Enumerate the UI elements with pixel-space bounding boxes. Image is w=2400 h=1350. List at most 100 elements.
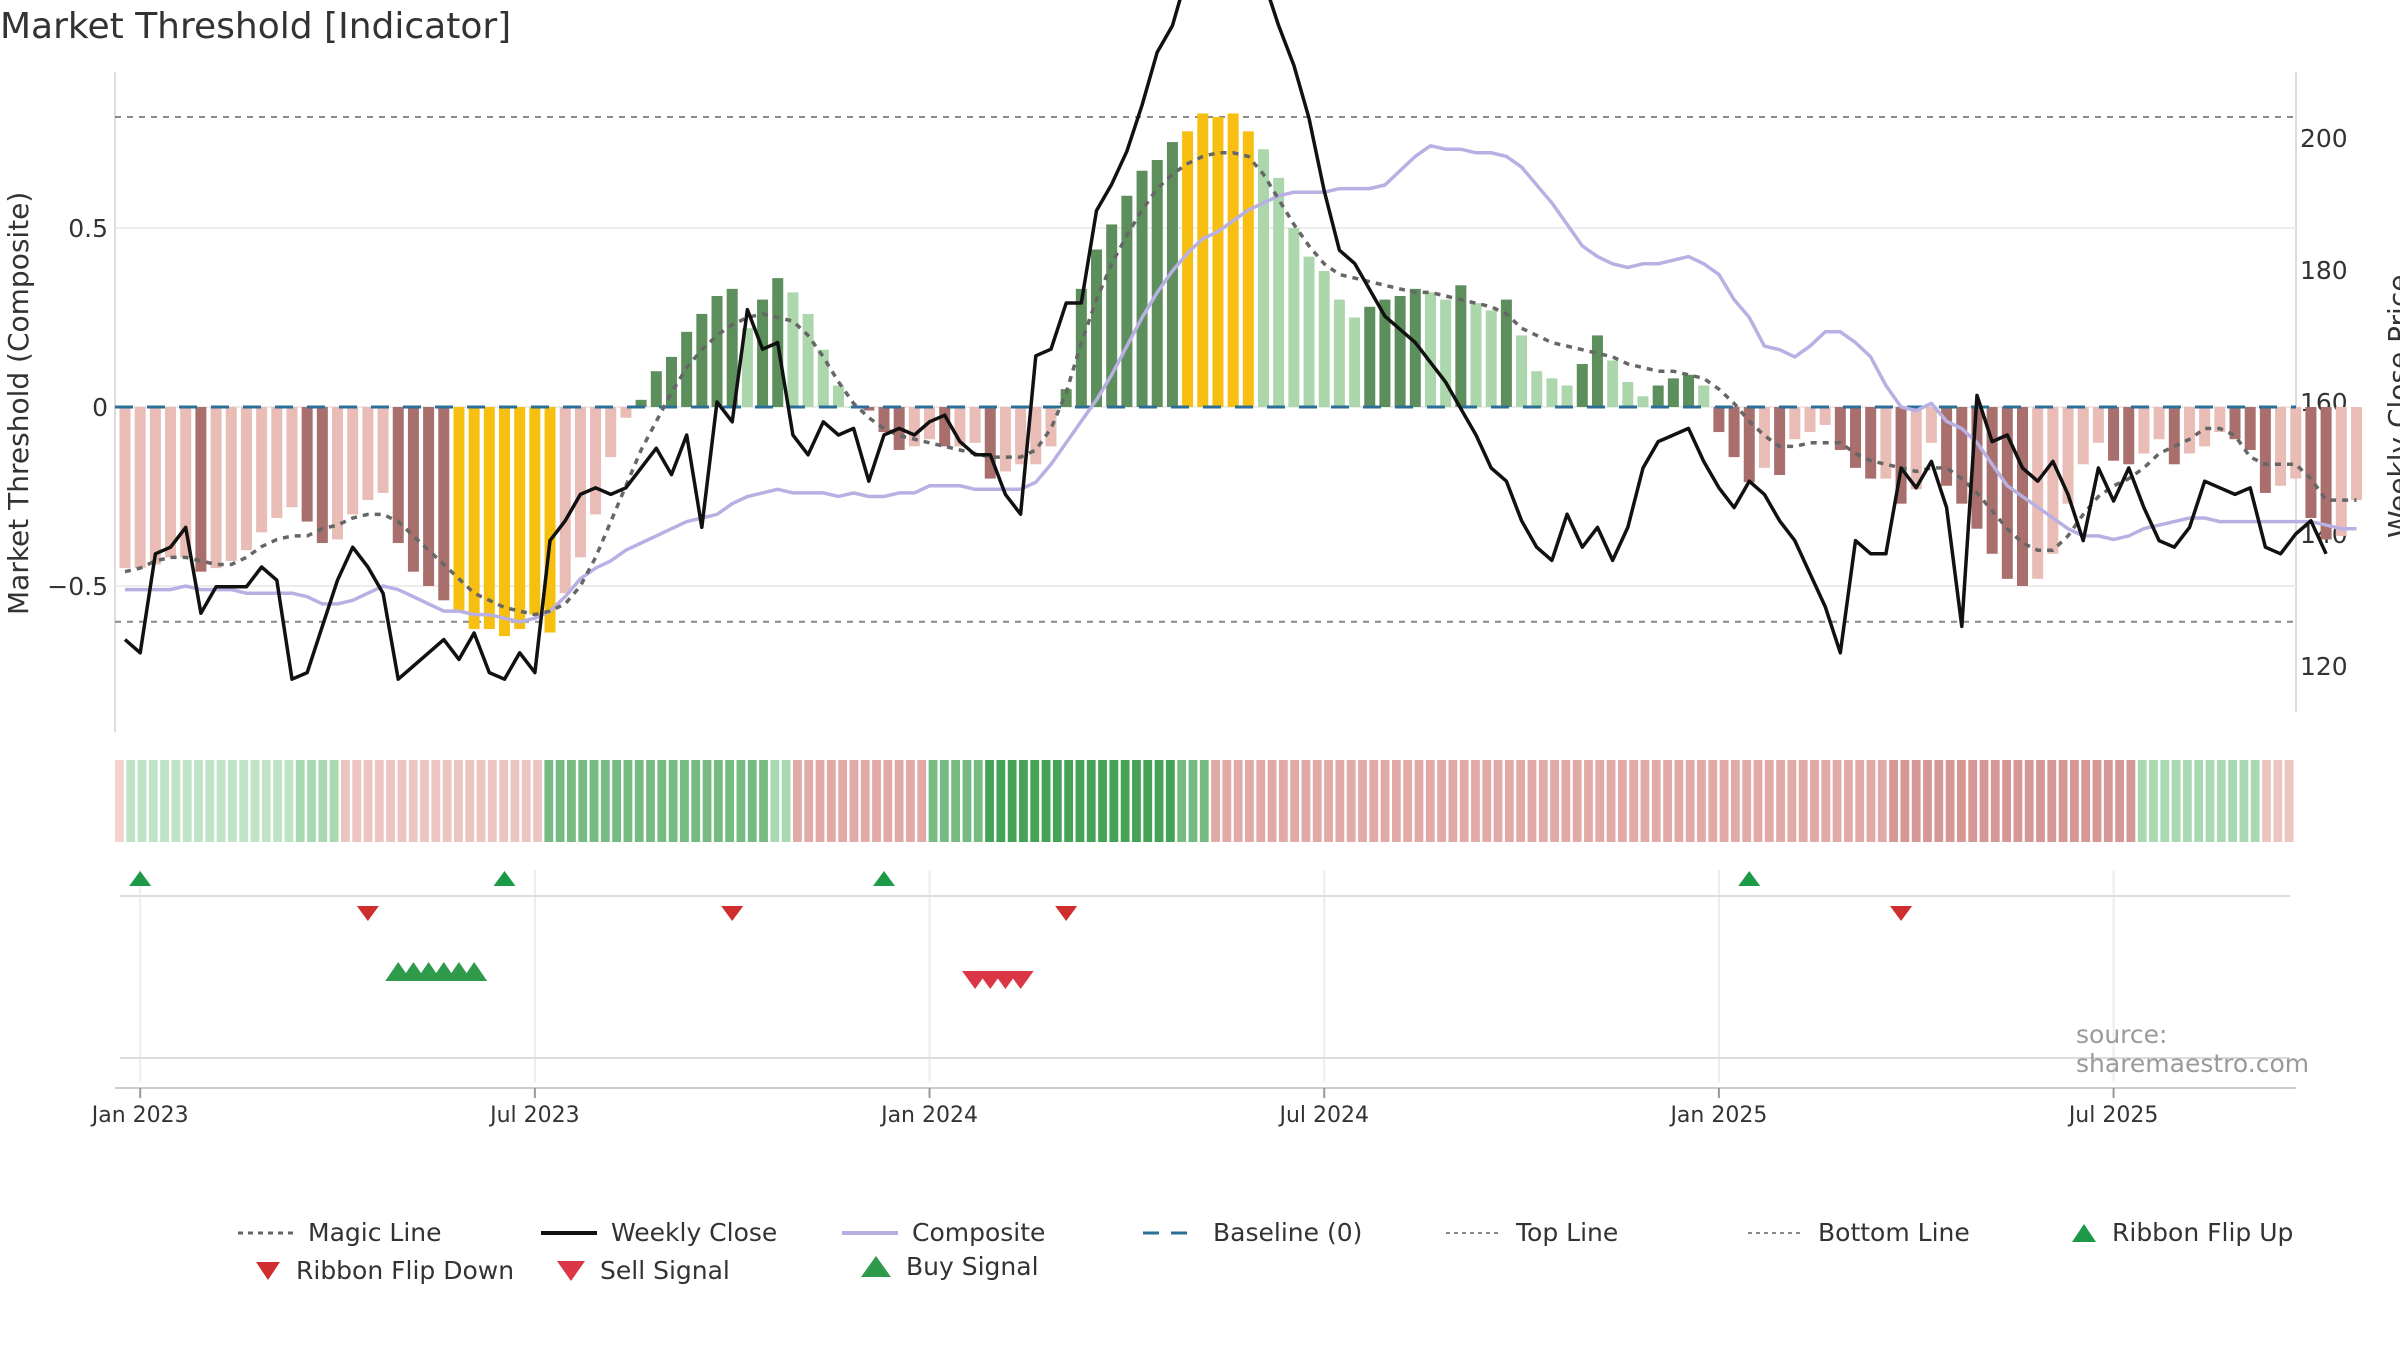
ribbon-segment [1403,760,1413,842]
ribbon-segment [1753,760,1763,842]
composite-bar [1166,142,1178,407]
ribbon-segment [544,760,554,842]
ribbon-segment [1663,760,1672,842]
composite-bar [149,407,161,565]
ribbon-segment [1550,760,1559,842]
composite-bar [362,407,374,501]
ribbon-segment [691,760,701,842]
ribbon-segment [160,760,169,842]
ribbon-segment [454,760,463,842]
ribbon-segment [906,760,915,842]
ribbon-segment [1572,760,1582,842]
composite-bar [1409,288,1421,407]
ribbon-segment [1154,760,1164,842]
composite-bar [574,407,586,558]
composite-bar [301,407,313,522]
composite-bar [1819,407,1831,425]
ribbon-segment [1391,760,1401,842]
ribbon-segment [1810,760,1819,842]
ribbon-segment [2171,760,2181,842]
composite-bar [1364,306,1376,407]
ribbon-segment [951,760,961,842]
ribbon-segment [2081,760,2091,842]
source-credit: source: sharemaestro.com [2076,1020,2310,1078]
composite-bar [939,407,951,447]
ribbon-segment [521,760,531,842]
composite-bar [908,407,920,447]
ribbon-segment [1448,760,1458,842]
composite-bar [2138,407,2150,454]
ribbon-segment [1776,760,1785,842]
magic-line [124,151,2357,617]
composite-bar [2001,407,2013,579]
ribbon-segment [928,760,938,842]
ribbon-segment [883,760,893,842]
ribbon-segment [1064,760,1074,842]
ribbon-segment [1233,760,1243,842]
composite-bar [271,407,283,518]
composite-bar [1531,371,1543,407]
composite-bar [1197,113,1209,407]
composite-bar [2229,407,2241,440]
ribbon-segment [1595,760,1605,842]
ribbon-segment [374,760,384,842]
ribbon-segment [612,760,622,842]
composite-bar [1743,407,1755,483]
ribbon-segment [1211,760,1220,842]
ribbon-flip-up-marker [1738,871,1761,886]
ribbon-segment [668,760,678,842]
composite-bar [1455,285,1467,407]
ribbon-segment [894,760,904,842]
ribbon-segment [284,760,294,842]
composite-bar [2183,407,2195,454]
composite-bar [1121,195,1133,407]
ribbon-segment [273,760,283,842]
x-tick-label: Jan 2025 [1668,1103,1767,1128]
ribbon-segment [2115,760,2124,842]
ribbon-segment [996,760,1006,842]
ribbon-segment [1437,760,1446,842]
ribbon-segment [1041,760,1051,842]
composite-bar [453,407,465,612]
composite-bar [1136,170,1148,407]
composite-bar [165,407,177,558]
composite-bar [2290,407,2302,479]
ribbon-segment [2216,760,2226,842]
ribbon-segment [1120,760,1130,842]
ribbon-flip-up-marker [129,871,152,886]
composite-bar [2077,407,2089,465]
composite-bar [696,313,708,407]
ribbon-segment [126,760,136,842]
composite-bar [2350,407,2362,501]
ribbon-segment [499,760,509,842]
ribbon-segment [1109,760,1119,842]
composite-bar [195,407,207,572]
ribbon-segment [1335,760,1345,842]
ribbon-segment [431,760,441,842]
ribbon-segment [148,760,158,842]
composite-bar [984,407,996,479]
composite-bar [1576,364,1588,407]
ribbon-segment [2058,760,2068,842]
composite-bar [620,407,632,418]
ribbon-segment [1143,760,1153,842]
composite-bar [1500,299,1512,407]
ribbon-segment [228,760,237,842]
composite-bar [969,407,981,443]
composite-bar [559,407,571,594]
composite-bar [529,407,541,615]
ribbon-segment [1764,760,1774,842]
composite-bar [665,356,677,407]
ribbon-segment [939,760,949,842]
ribbon-segment [713,760,723,842]
ribbon-segment [2262,760,2271,842]
ribbon-segment [1188,760,1198,842]
y-tick-label-right: 120 [2300,652,2348,681]
ribbon-segment [1956,760,1966,842]
chart-title: Market Threshold [Indicator] [0,6,512,47]
composite-bar [316,407,328,544]
composite-bar [2244,407,2256,450]
ribbon-segment [420,760,429,842]
x-tick-label: Jul 2024 [1277,1103,1369,1128]
sell-signal-marker [1007,971,1034,989]
